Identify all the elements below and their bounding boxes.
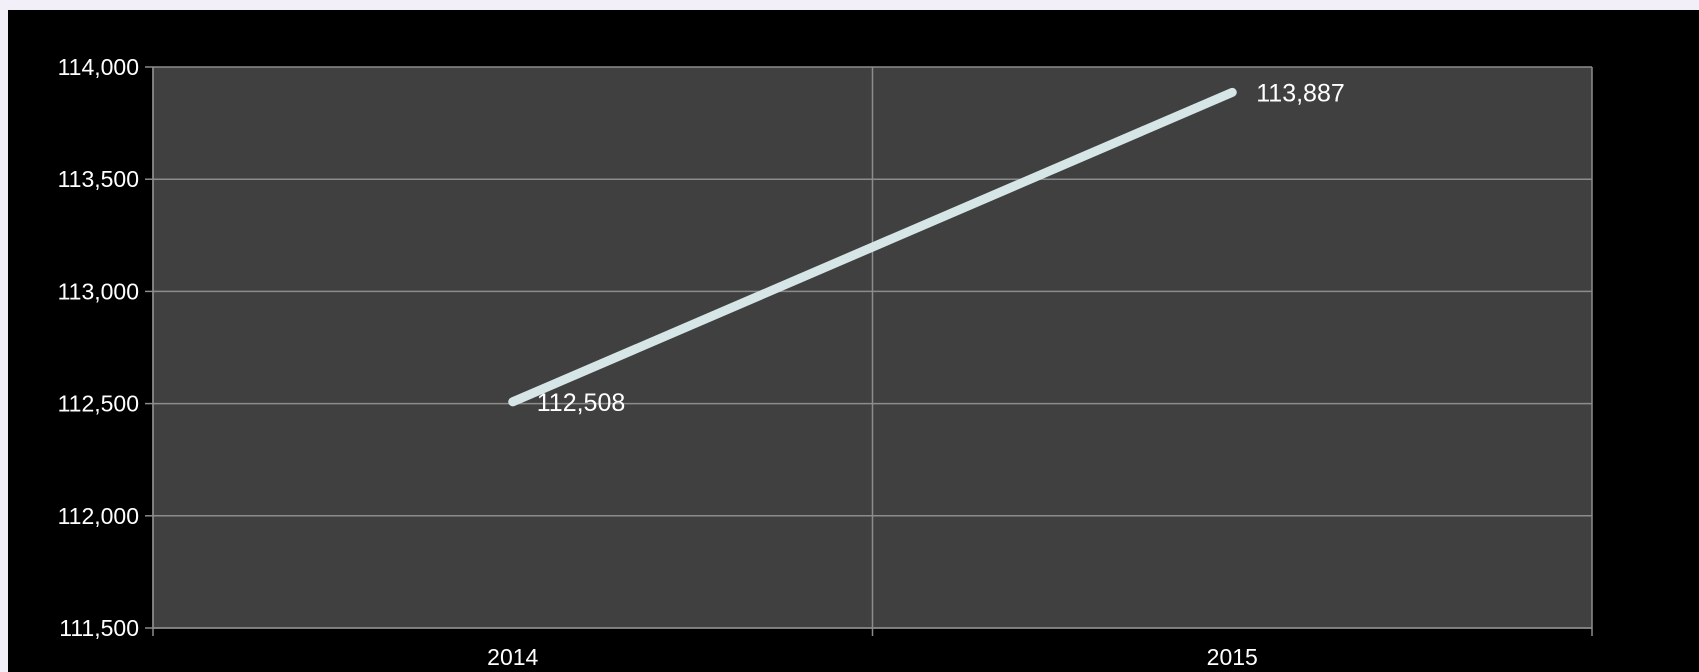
chart-frame: 111,500 112,000 112,500 113,000 113,500 114,0… <box>8 10 1699 672</box>
y-tick-label: 113,000 <box>58 278 139 304</box>
y-tick-label: 111,500 <box>59 615 139 641</box>
data-label: 113,887 <box>1256 79 1345 107</box>
y-tick-label: 113,500 <box>58 166 139 192</box>
y-tick-label: 112,000 <box>58 503 139 529</box>
data-label: 112,508 <box>537 389 626 417</box>
x-tick-label: 2014 <box>487 644 538 670</box>
data-point <box>510 399 515 404</box>
y-tick-label: 112,500 <box>58 391 139 417</box>
y-tick-label: 114,000 <box>58 54 139 80</box>
x-tick-label: 2015 <box>1207 644 1258 670</box>
line-chart: 111,500 112,000 112,500 113,000 113,500 114,0… <box>58 54 1593 670</box>
series-line <box>508 87 1237 407</box>
series-layer <box>508 87 1237 407</box>
axes <box>145 66 1593 636</box>
data-point <box>1230 90 1235 95</box>
labels: 111,500 112,000 112,500 113,000 113,500 114,0… <box>58 54 1345 670</box>
